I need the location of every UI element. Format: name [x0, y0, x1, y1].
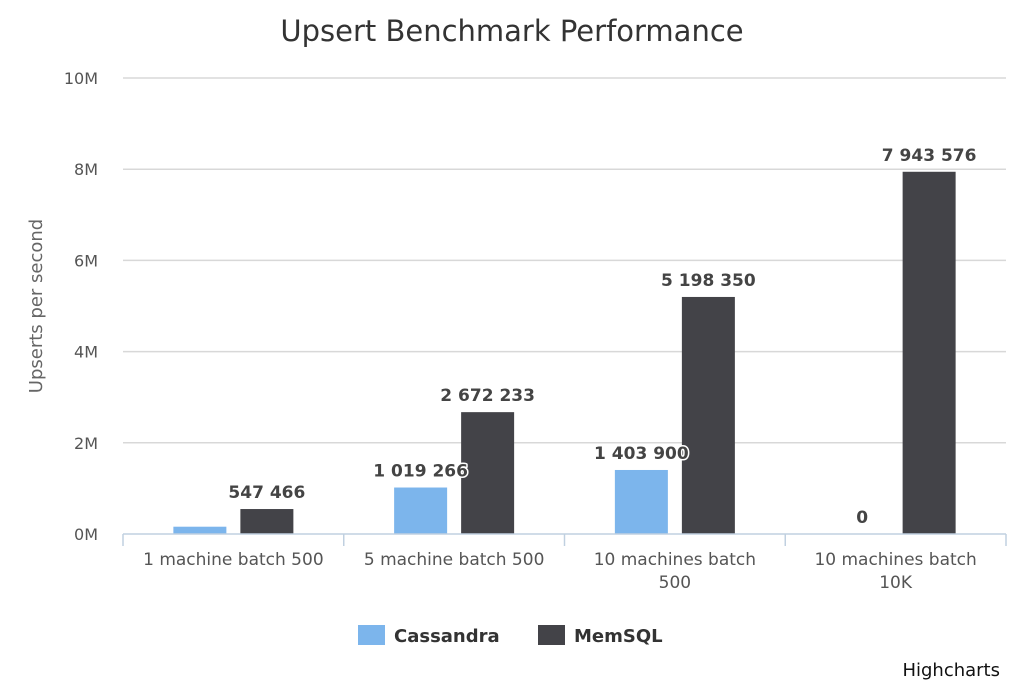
legend[interactable]: Cassandra MemSQL [358, 625, 663, 647]
data-label-memsql: 547 466 [228, 483, 305, 503]
x-category-label: 5 machine batch 500 [364, 550, 545, 570]
data-label-cassandra: 0 [856, 508, 868, 528]
data-label-cassandra: 1 403 900 [594, 444, 689, 464]
bar-memsql[interactable] [902, 171, 956, 534]
y-tick-label: 2M [74, 434, 98, 453]
legend-label[interactable]: Cassandra [394, 626, 500, 647]
y-axis-ticks: 0M 2M 4M 6M 8M 10M [64, 69, 98, 544]
bar-cassandra[interactable] [173, 526, 227, 534]
data-labels: 1 019 266 1 403 900 0 547 466 2 672 233 5 198… [227, 144, 978, 529]
x-category-label: 10 machines batch 500 [594, 550, 756, 593]
y-tick-label: 8M [74, 160, 98, 179]
credits-link[interactable]: Highcharts [902, 660, 1000, 681]
bars [173, 171, 956, 534]
data-label-memsql: 7 943 576 [882, 146, 977, 166]
data-label-memsql: 5 198 350 [661, 271, 756, 291]
legend-item-memsql[interactable]: MemSQL [538, 625, 663, 647]
data-label-cassandra: 1 019 266 [373, 462, 468, 482]
x-axis: 1 machine batch 500 5 machine batch 500 10… [122, 533, 1007, 593]
x-category-label: 10 machines batch 10K [814, 550, 976, 593]
y-tick-label: 6M [74, 251, 98, 270]
legend-swatch[interactable] [358, 625, 385, 645]
bar-cassandra[interactable] [394, 487, 448, 534]
bar-memsql[interactable] [240, 509, 294, 534]
y-tick-label: 10M [64, 69, 98, 88]
bar-memsql[interactable] [681, 296, 735, 534]
bar-memsql[interactable] [461, 412, 515, 534]
y-tick-label: 4M [74, 343, 98, 362]
chart-title: Upsert Benchmark Performance [280, 14, 743, 48]
legend-swatch[interactable] [538, 625, 565, 645]
legend-label[interactable]: MemSQL [574, 626, 663, 647]
bar-cassandra[interactable] [614, 469, 668, 534]
legend-item-cassandra[interactable]: Cassandra [358, 625, 500, 647]
gridlines [123, 77, 1006, 444]
y-tick-label: 0M [74, 525, 98, 544]
y-axis-title: Upserts per second [26, 219, 47, 393]
x-category-label: 1 machine batch 500 [143, 550, 324, 570]
data-label-memsql: 2 672 233 [440, 386, 535, 406]
